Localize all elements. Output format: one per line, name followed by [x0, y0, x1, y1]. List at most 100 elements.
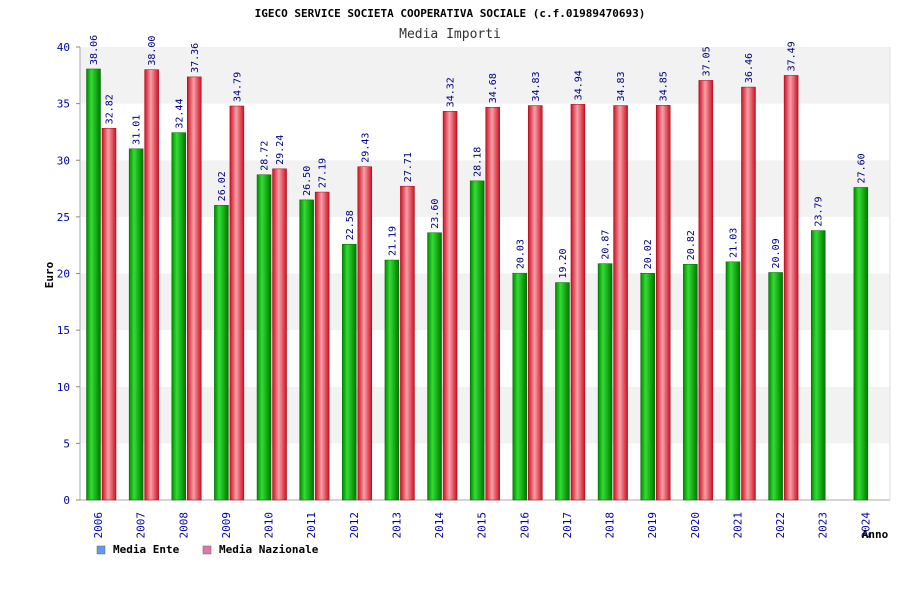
value-label-media-ente-2015: 28.18	[473, 147, 484, 177]
value-label-media-ente-2022: 20.09	[771, 238, 782, 268]
value-label-media-ente-2023: 23.79	[814, 196, 825, 226]
value-label-media-ente-2010: 28.72	[260, 141, 271, 171]
bar-media-nazionale-2020	[698, 80, 714, 501]
y-tick-label: 10	[57, 381, 70, 394]
value-label-media-nazionale-2016: 34.83	[531, 71, 542, 101]
x-axis-label: Anno	[862, 528, 889, 541]
bar-media-ente-2012	[342, 244, 357, 501]
x-tick-label-2012: 2012	[348, 512, 361, 539]
y-axis-label: Euro	[43, 261, 56, 288]
bar-media-ente-2019	[640, 273, 655, 501]
y-tick-label: 5	[63, 437, 70, 450]
y-tick-label: 35	[57, 98, 70, 111]
value-label-media-ente-2017: 19.20	[558, 248, 569, 278]
bar-media-nazionale-2021	[741, 86, 756, 501]
x-tick-label-2023: 2023	[817, 512, 830, 539]
bar-media-nazionale-2012	[357, 166, 373, 501]
x-tick-label-2017: 2017	[561, 512, 574, 539]
bar-media-nazionale-2015	[485, 106, 500, 501]
bar-media-ente-2011	[299, 199, 314, 501]
value-label-media-ente-2006: 38.06	[89, 35, 100, 65]
x-tick-label-2010: 2010	[263, 512, 276, 539]
bar-media-ente-2014	[427, 232, 442, 501]
value-label-media-ente-2011: 26.50	[302, 166, 313, 196]
bar-media-nazionale-2010	[272, 168, 287, 501]
bar-media-ente-2009	[214, 205, 229, 501]
y-tick-label: 25	[57, 211, 70, 224]
value-label-media-ente-2021: 21.03	[728, 228, 739, 258]
value-label-media-nazionale-2009: 34.79	[232, 72, 243, 102]
value-label-media-nazionale-2018: 34.83	[616, 71, 627, 101]
value-label-media-ente-2014: 23.60	[430, 199, 441, 229]
bar-media-ente-2010	[256, 174, 272, 501]
bar-media-nazionale-2014	[442, 111, 458, 501]
value-label-media-ente-2013: 21.19	[387, 226, 398, 256]
bar-media-ente-2023	[810, 230, 826, 501]
value-label-media-ente-2009: 26.02	[217, 171, 228, 201]
x-tick-label-2007: 2007	[135, 512, 148, 539]
value-label-media-nazionale-2013: 27.71	[403, 152, 414, 182]
x-tick-label-2020: 2020	[689, 512, 702, 539]
bar-media-ente-2007	[128, 148, 144, 501]
y-axis-ticks: 0 5 10 15 20 25 30 35 40	[57, 41, 80, 507]
y-tick-label: 30	[57, 154, 70, 167]
bar-media-nazionale-2013	[400, 185, 415, 501]
value-label-media-nazionale-2008: 37.36	[190, 43, 201, 73]
value-label-media-nazionale-2011: 27.19	[318, 158, 329, 188]
x-tick-label-2015: 2015	[476, 512, 489, 539]
bar-media-ente-2017	[555, 282, 570, 501]
bar-media-ente-2008	[171, 132, 187, 501]
value-labels: 38.06 32.82 31.01 38.00 32.44 37.36 26.02 34.79…	[89, 35, 867, 279]
bars	[86, 68, 869, 501]
value-label-media-ente-2008: 32.44	[174, 99, 185, 129]
value-label-media-ente-2020: 20.82	[686, 230, 697, 260]
bar-media-ente-2021	[725, 261, 741, 501]
value-label-media-ente-2024: 27.60	[856, 153, 867, 183]
bar-media-ente-2015	[469, 180, 485, 501]
chart-title: IGECO SERVICE SOCIETA COOPERATIVA SOCIAL…	[255, 7, 646, 20]
value-label-media-nazionale-2014: 34.32	[446, 77, 457, 107]
value-label-media-nazionale-2015: 34.68	[488, 73, 499, 103]
value-label-media-nazionale-2017: 34.94	[573, 70, 584, 100]
x-tick-label-2021: 2021	[731, 512, 744, 539]
value-label-media-nazionale-2020: 37.05	[701, 46, 712, 76]
bar-media-ente-2020	[683, 263, 698, 501]
bar-media-nazionale-2009	[229, 105, 245, 501]
bar-media-ente-2022	[768, 272, 783, 501]
y-tick-label: 15	[57, 324, 70, 337]
value-label-media-nazionale-2019: 34.85	[659, 71, 670, 101]
y-tick-label: 0	[63, 494, 70, 507]
value-label-media-ente-2016: 20.03	[515, 239, 526, 269]
bar-media-ente-2006	[86, 68, 101, 501]
bar-media-nazionale-2008	[187, 76, 202, 501]
value-label-media-nazionale-2007: 38.00	[147, 36, 158, 66]
x-tick-label-2006: 2006	[92, 512, 105, 539]
y-tick-label: 40	[57, 41, 70, 54]
x-tick-label-2022: 2022	[774, 512, 787, 539]
bar-media-nazionale-2007	[144, 69, 159, 501]
x-tick-label-2011: 2011	[305, 512, 318, 539]
value-label-media-nazionale-2012: 29.43	[360, 133, 371, 163]
bar-media-nazionale-2018	[613, 105, 628, 501]
value-label-media-nazionale-2006: 32.82	[105, 94, 116, 124]
bar-media-ente-2016	[512, 272, 528, 501]
legend-label-media-nazionale: Media Nazionale	[219, 543, 319, 556]
x-tick-label-2009: 2009	[220, 512, 233, 539]
bar-media-nazionale-2016	[528, 105, 543, 501]
value-label-media-ente-2007: 31.01	[132, 115, 143, 145]
x-tick-label-2018: 2018	[604, 512, 617, 539]
legend-swatch-media-nazionale	[202, 545, 212, 555]
chart-subtitle: Media Importi	[399, 27, 501, 42]
bar-media-nazionale-2006	[101, 128, 117, 501]
x-tick-label-2008: 2008	[177, 512, 190, 539]
legend-swatch-media-ente	[96, 545, 106, 555]
value-label-media-nazionale-2021: 36.46	[744, 53, 755, 83]
value-label-media-ente-2018: 20.87	[601, 230, 612, 260]
value-label-media-nazionale-2010: 29.24	[275, 135, 286, 165]
value-label-media-nazionale-2022: 37.49	[787, 41, 798, 71]
bar-media-ente-2018	[597, 263, 613, 501]
x-tick-label-2016: 2016	[518, 512, 531, 539]
bar-media-nazionale-2017	[570, 104, 586, 501]
